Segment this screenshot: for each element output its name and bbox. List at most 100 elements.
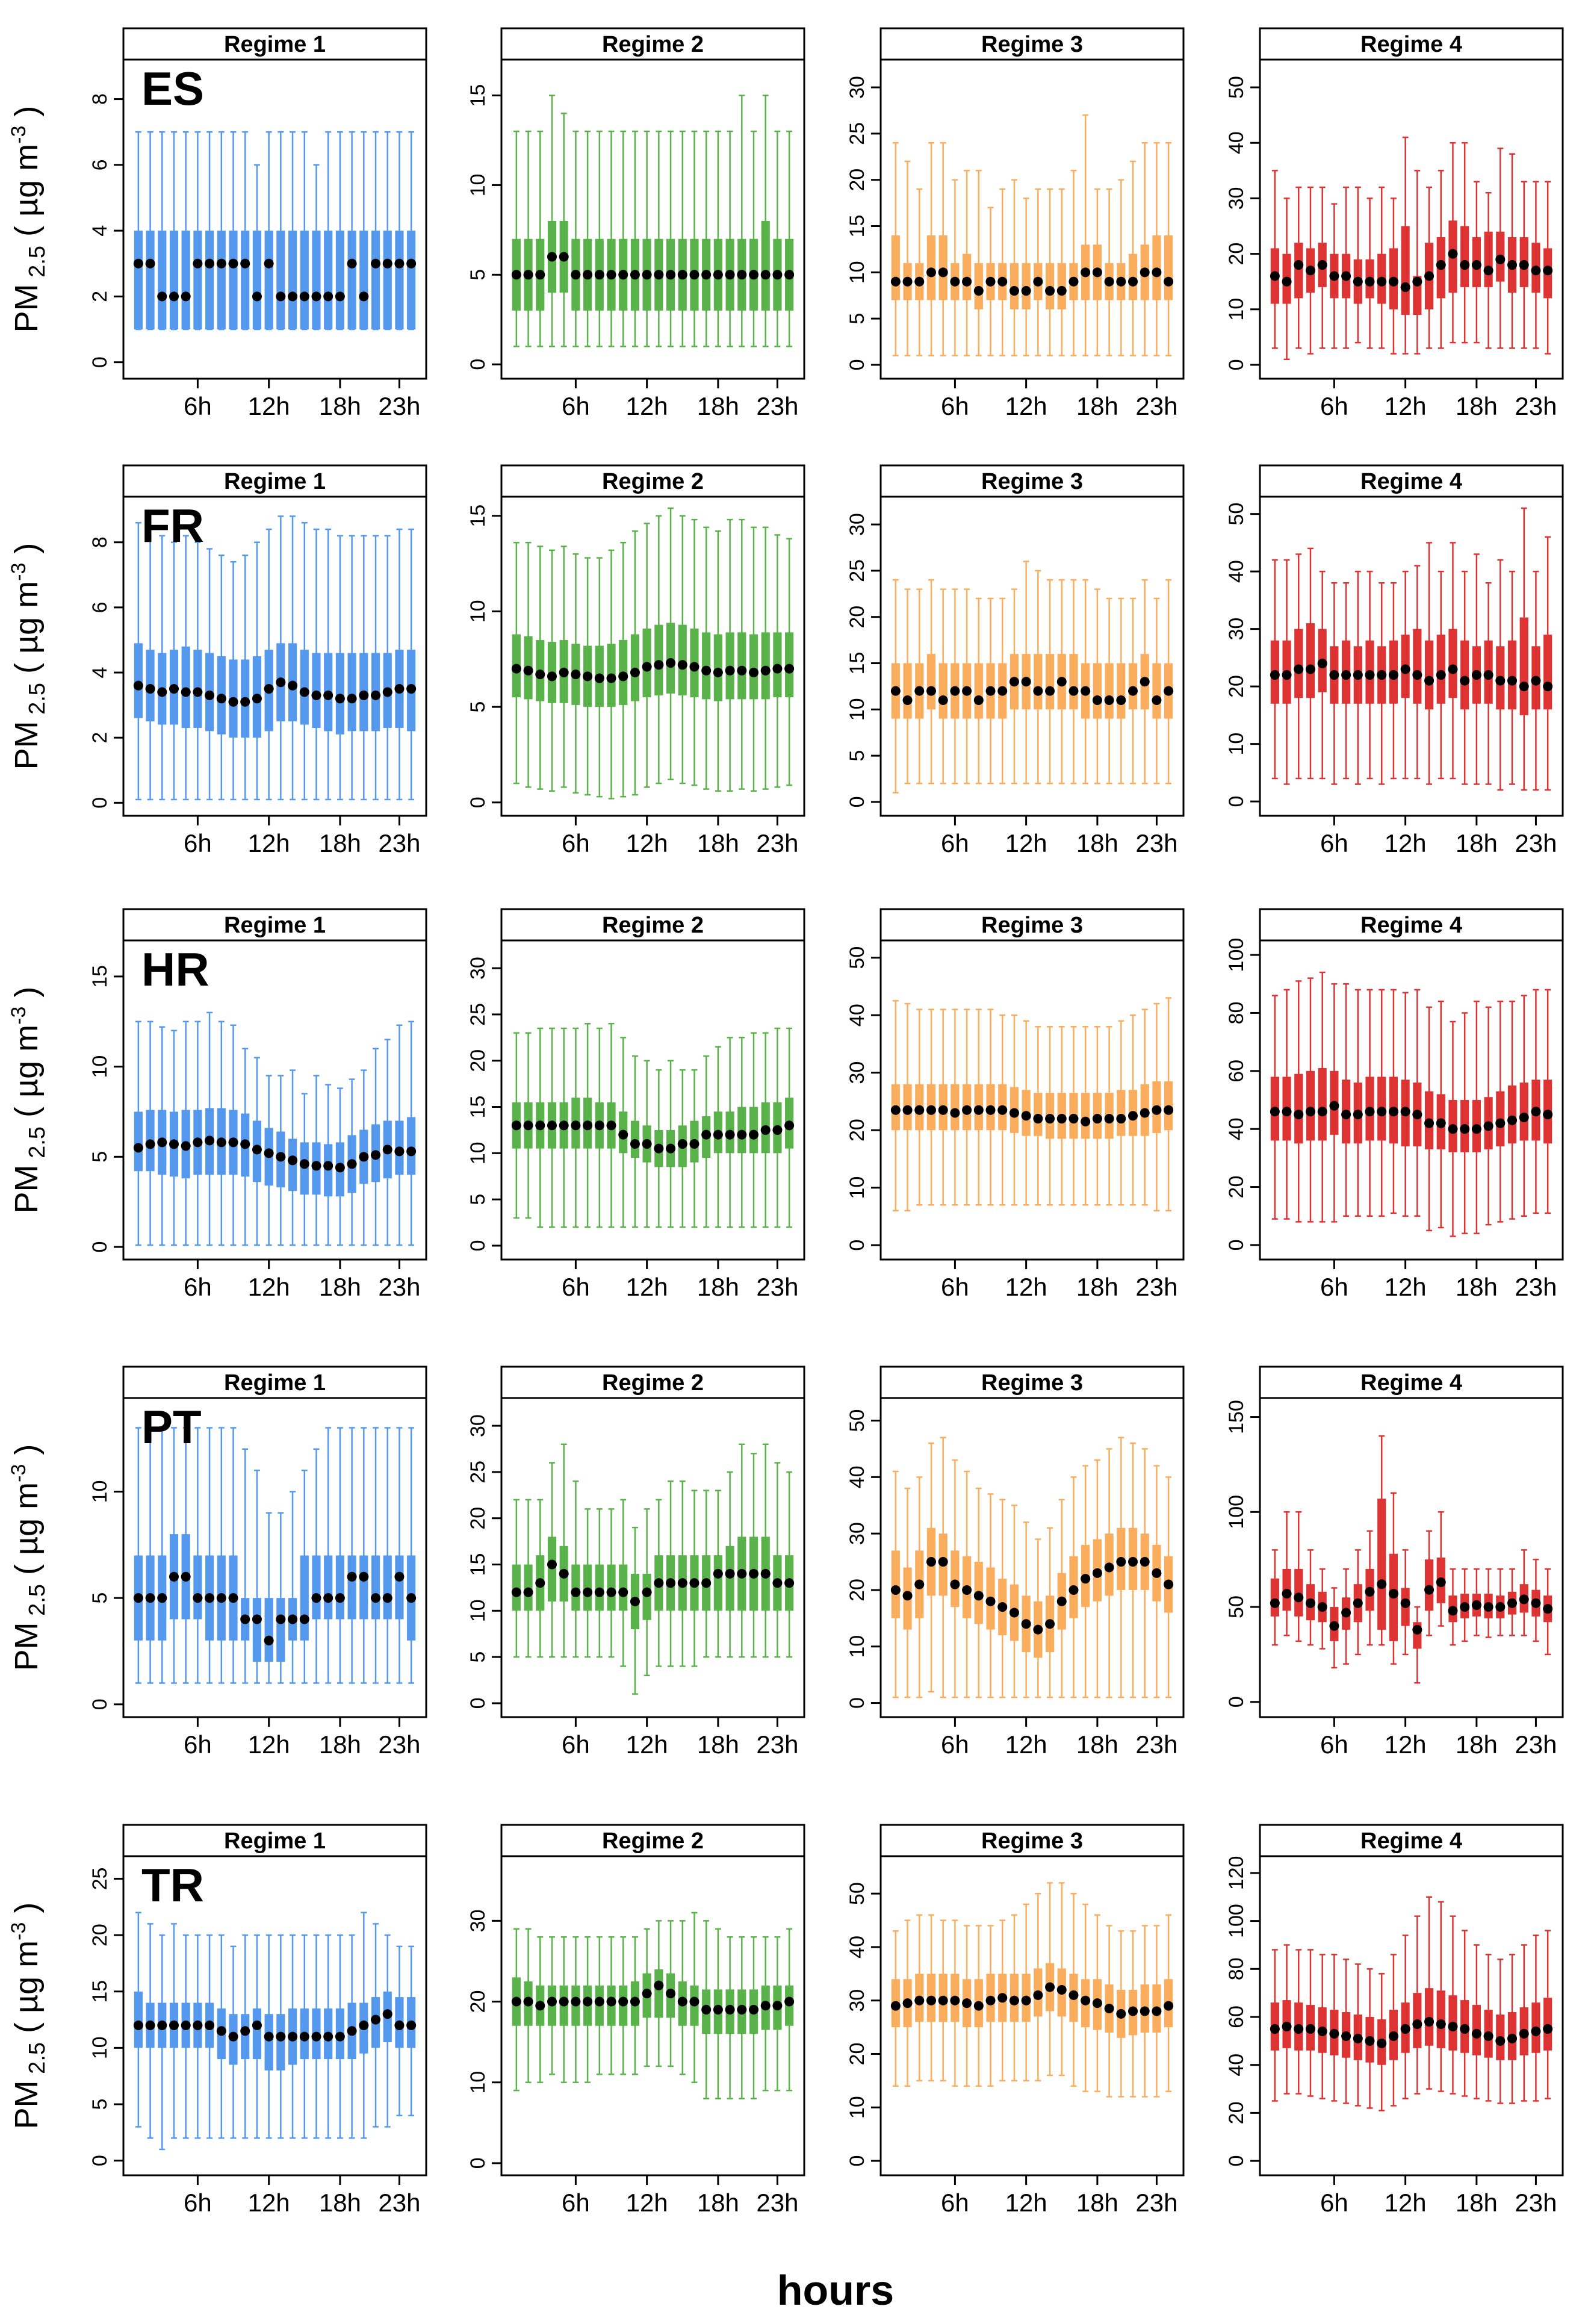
median-point: [145, 2020, 155, 2030]
box-hour-22: [382, 1934, 392, 2128]
box: [264, 1598, 273, 1662]
median-point: [1495, 2036, 1506, 2046]
box: [241, 231, 250, 330]
country-label: ES: [141, 62, 204, 115]
box-hour-6: [950, 179, 960, 356]
median-point: [1436, 260, 1446, 270]
median-point: [926, 686, 936, 696]
box-hour-3: [157, 1427, 167, 1684]
y-tick-label: 25: [88, 1868, 111, 1891]
median-point: [1365, 276, 1375, 287]
box: [193, 1555, 202, 1620]
box-hour-8: [973, 1925, 984, 2087]
box: [395, 231, 404, 330]
box-hour-21: [1507, 1954, 1518, 2104]
box-hour-12: [1400, 570, 1410, 780]
box-hour-21: [749, 1032, 759, 1228]
box-hour-6: [1329, 983, 1339, 1223]
box-hour-3: [1294, 1949, 1304, 2095]
median-point: [252, 291, 262, 302]
y-tick-label: 20: [846, 1119, 869, 1142]
box-hour-24: [406, 1021, 417, 1246]
box-hour-1: [511, 541, 521, 785]
box-hour-4: [1305, 1949, 1315, 2097]
box-hour-9: [606, 549, 616, 800]
box-hour-18: [1092, 188, 1102, 356]
box: [335, 1555, 344, 1620]
y-tick-label: 30: [846, 1522, 869, 1545]
median-point: [406, 1146, 417, 1157]
median-point: [252, 2020, 262, 2030]
median-point: [1543, 266, 1553, 276]
box-hour-17: [1460, 1568, 1470, 1642]
panel-title: Regime 4: [1360, 913, 1462, 938]
box-hour-1: [1270, 559, 1280, 780]
box-hour-1: [511, 1928, 521, 2092]
box: [383, 1555, 392, 1620]
x-tick-label: 23h: [1135, 2189, 1177, 2217]
median-point: [1104, 1562, 1114, 1573]
median-point: [547, 1996, 557, 2007]
x-tick-label: 18h: [1076, 829, 1118, 857]
panel-title: Regime 2: [602, 913, 704, 938]
y-tick-label: 10: [88, 2036, 111, 2059]
x-tick-label: 23h: [1515, 392, 1557, 420]
box-hour-8: [216, 1934, 226, 2139]
median-point: [1400, 282, 1410, 292]
median-point: [205, 2020, 215, 2030]
box-hour-22: [1519, 181, 1529, 349]
median-point: [406, 258, 417, 269]
median-point: [264, 684, 274, 694]
box: [324, 1555, 333, 1620]
median-point: [1388, 2031, 1398, 2041]
y-tick-label: 0: [846, 2155, 869, 2167]
median-point: [1270, 2024, 1280, 2034]
y-axis-label-part: PM: [8, 721, 45, 769]
box: [1093, 663, 1102, 719]
median-point: [299, 687, 309, 697]
y-tick-label: 150: [1225, 1400, 1248, 1434]
box-hour-16: [1448, 142, 1458, 344]
y-tick-label: 30: [846, 76, 869, 99]
x-tick-label: 6h: [184, 1730, 212, 1759]
boxes: [511, 507, 795, 800]
median-point: [1531, 676, 1541, 686]
y-tick-label: 0: [467, 797, 489, 808]
median-point: [1471, 2028, 1481, 2039]
box-hour-13: [1033, 1538, 1043, 1698]
box-hour-2: [902, 1002, 913, 1212]
median-point: [760, 1125, 771, 1135]
x-tick-label: 23h: [378, 1273, 420, 1301]
y-tick-label: 0: [467, 359, 489, 370]
box-hour-15: [677, 1920, 687, 2075]
median-point: [1045, 1114, 1055, 1124]
panel-fr-regime-1: Regime 1 0 2 4 6 8 6h 12h 18h 23h FR: [88, 464, 427, 857]
median-point: [1448, 1606, 1458, 1616]
median-point: [216, 1593, 226, 1603]
y-axis-labels: PM 2.5 ( µg m-3 )PM 2.5 ( µg m-3 )PM 2.5…: [7, 106, 50, 2130]
median-point: [654, 1143, 664, 1154]
median-point: [1341, 1608, 1351, 1618]
box: [146, 231, 155, 330]
y-tick-label: 0: [1225, 2155, 1248, 2167]
box: [974, 663, 983, 719]
box-hour-21: [1128, 1014, 1138, 1206]
box-hour-19: [347, 1427, 357, 1684]
box-hour-8: [1353, 1549, 1363, 1656]
box-hour-4: [169, 1427, 179, 1684]
median-point: [1377, 2038, 1387, 2048]
median-point: [654, 1980, 664, 1990]
median-point: [1353, 1110, 1363, 1120]
box-hour-16: [1448, 542, 1458, 780]
box: [134, 643, 143, 718]
box: [1152, 663, 1161, 719]
x-tick-label: 6h: [941, 1273, 969, 1301]
box-hour-14: [1424, 1896, 1434, 2090]
box-hour-23: [394, 528, 405, 801]
y-tick-label: 0: [467, 1697, 489, 1709]
box-hour-24: [1164, 142, 1174, 356]
box: [951, 1084, 960, 1131]
median-point: [701, 2004, 712, 2015]
box-hour-21: [1128, 1442, 1138, 1698]
x-tick-label: 18h: [1456, 829, 1498, 857]
